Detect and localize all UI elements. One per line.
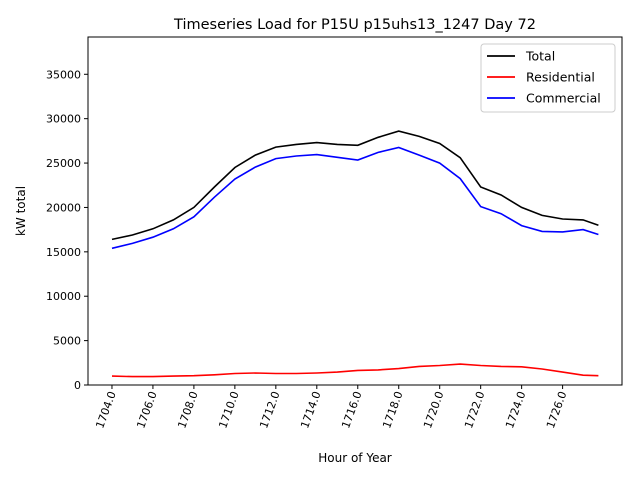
series-line-total (111, 130, 599, 241)
plot-frame (87, 36, 623, 386)
x-tick-label: 1726.0 (544, 390, 569, 431)
series-layer (111, 130, 599, 378)
y-tick-label: 25000 (46, 157, 81, 170)
x-axis-label: Hour of Year (318, 451, 392, 465)
x-tick-label: 1706.0 (134, 390, 159, 431)
x-tick-label: 1708.0 (175, 390, 200, 431)
y-tick-label: 15000 (46, 246, 81, 259)
x-tick-label: 1704.0 (93, 390, 118, 431)
x-tick-label: 1722.0 (462, 390, 487, 431)
y-axis: 0 5000 10000 15000 20000 25000 30000 35000 (46, 68, 88, 392)
series-line-residential (111, 363, 599, 378)
legend-label-commercial: Commercial (526, 91, 601, 106)
legend: Total Residential Commercial (480, 43, 616, 113)
x-tick-label: 1714.0 (298, 390, 323, 431)
x-tick-label: 1720.0 (421, 390, 446, 431)
legend-box (480, 43, 616, 113)
x-axis: 1704.0 1706.0 1708.0 1710.0 1712.0 1714.0 1716… (93, 385, 569, 430)
y-tick-label: 0 (74, 379, 81, 392)
series-line-commercial (111, 146, 599, 250)
y-axis-label: kW total (14, 186, 28, 236)
y-tick-label: 10000 (46, 290, 81, 303)
x-tick-label: 1724.0 (503, 390, 528, 431)
x-tick-label: 1712.0 (257, 390, 282, 431)
chart-title: Timeseries Load for P15U p15uhs13_1247 D… (173, 17, 536, 33)
y-tick-label: 35000 (46, 68, 81, 81)
y-tick-label: 30000 (46, 113, 81, 126)
x-tick-label: 1718.0 (380, 390, 405, 431)
legend-label-residential: Residential (526, 70, 595, 85)
x-tick-label: 1716.0 (339, 390, 364, 431)
y-tick-label: 20000 (46, 201, 81, 214)
x-tick-label: 1710.0 (216, 390, 241, 431)
y-tick-label: 5000 (53, 335, 81, 348)
legend-label-total: Total (525, 49, 555, 64)
